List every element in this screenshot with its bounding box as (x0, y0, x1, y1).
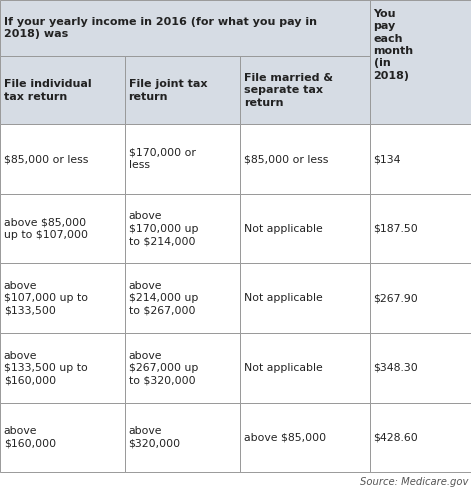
Bar (125, 124, 240, 194)
Text: above $85,000: above $85,000 (244, 433, 326, 442)
Text: File individual
tax return: File individual tax return (4, 79, 91, 102)
Bar (0, 0, 370, 56)
Bar (240, 124, 370, 194)
Bar (125, 333, 240, 403)
Bar (240, 194, 370, 264)
Bar (370, 403, 471, 472)
Text: Not applicable: Not applicable (244, 224, 323, 234)
Bar (240, 56, 370, 124)
Bar (240, 264, 370, 333)
Bar (240, 403, 370, 472)
Text: File joint tax
return: File joint tax return (129, 79, 207, 102)
Bar (125, 403, 240, 472)
Bar (0, 264, 125, 333)
Text: above
$160,000: above $160,000 (4, 426, 56, 449)
Bar (0, 194, 125, 264)
Bar (125, 56, 240, 124)
Bar (370, 194, 471, 264)
Text: $267.90: $267.90 (374, 293, 418, 303)
Text: above
$133,500 up to
$160,000: above $133,500 up to $160,000 (4, 351, 88, 385)
Text: $85,000 or less: $85,000 or less (4, 154, 88, 164)
Text: If your yearly income in 2016 (for what you pay in
2018) was: If your yearly income in 2016 (for what … (4, 17, 317, 39)
Text: $85,000 or less: $85,000 or less (244, 154, 328, 164)
Bar (0, 333, 125, 403)
Text: Not applicable: Not applicable (244, 293, 323, 303)
Text: You
pay
each
month
(in
2018): You pay each month (in 2018) (374, 9, 414, 81)
Text: above
$107,000 up to
$133,500: above $107,000 up to $133,500 (4, 281, 88, 316)
Text: $170,000 or
less: $170,000 or less (129, 148, 195, 170)
Text: above
$267,000 up
to $320,000: above $267,000 up to $320,000 (129, 351, 198, 385)
Text: above
$214,000 up
to $267,000: above $214,000 up to $267,000 (129, 281, 198, 316)
Bar (370, 264, 471, 333)
Text: $428.60: $428.60 (374, 433, 418, 442)
Bar (370, 333, 471, 403)
Text: above $85,000
up to $107,000: above $85,000 up to $107,000 (4, 218, 88, 240)
Bar (240, 333, 370, 403)
Text: above
$170,000 up
to $214,000: above $170,000 up to $214,000 (129, 211, 198, 246)
Bar (125, 264, 240, 333)
Text: $187.50: $187.50 (374, 224, 418, 234)
Text: Source: Medicare.gov: Source: Medicare.gov (360, 477, 469, 487)
Bar (125, 194, 240, 264)
Bar (370, 124, 471, 194)
Bar (0, 56, 125, 124)
Text: $348.30: $348.30 (374, 363, 418, 373)
Bar (370, 0, 471, 124)
Text: $134: $134 (374, 154, 401, 164)
Text: Not applicable: Not applicable (244, 363, 323, 373)
Bar (0, 403, 125, 472)
Bar (0, 124, 125, 194)
Text: File married &
separate tax
return: File married & separate tax return (244, 73, 333, 108)
Text: above
$320,000: above $320,000 (129, 426, 181, 449)
